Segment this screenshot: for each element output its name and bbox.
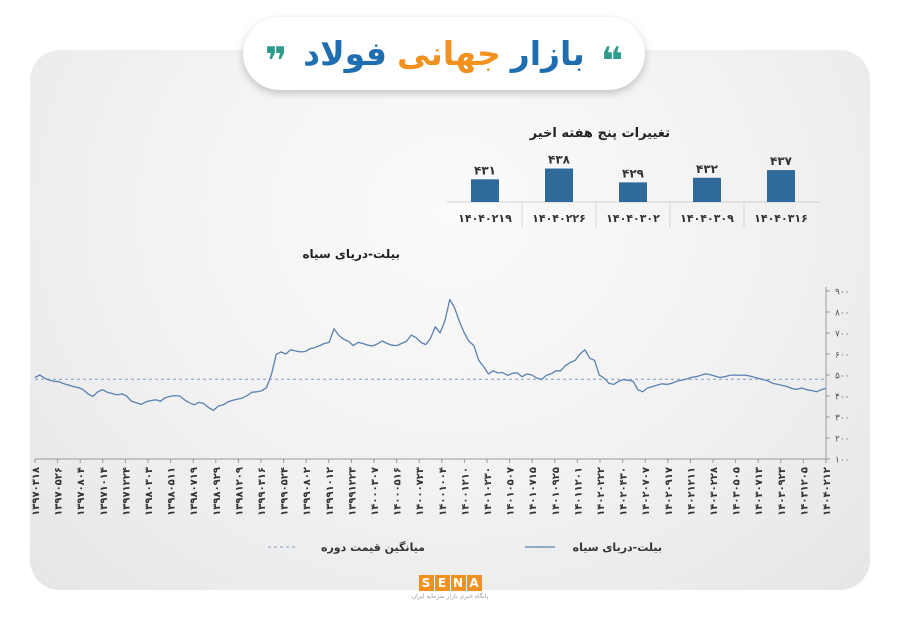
x-tick-label: ۱۴۰۰۱۰۰۴ [438,467,449,516]
bar-value-label: ۴۳۱ [474,163,496,177]
y-tick-label: ۲۰۰ [835,435,850,445]
x-tick-label: ۱۴۰۴۰۲۱۲ [822,467,833,516]
y-tick-label: ۸۰۰ [835,309,850,319]
x-tick-label: ۱۴۰۲۰۲۲۲ [596,467,607,516]
x-tick-label: ۱۳۹۹۰۵۲۴ [280,467,291,516]
x-tick-label: ۱۴۰۲۰۹۱۷ [664,467,675,516]
chart-card [30,50,870,590]
x-tick-label: ۱۴۰۳۰۹۲۳ [777,467,788,516]
y-tick-label: ۳۰۰ [835,414,850,424]
title-word-bazar: بازار [510,34,585,73]
x-tick-label: ۱۳۹۹۱۰۱۲ [325,467,336,516]
x-tick-label: ۱۳۹۷۰۳۱۸ [31,467,42,516]
x-tick-label: ۱۴۰۱۰۲۳۰ [483,467,494,516]
x-tick-label: ۱۳۹۸۰۳۰۳ [144,467,155,516]
logo-letter: E [434,575,450,591]
x-tick-label: ۱۴۰۱۰۹۲۵ [551,467,562,516]
x-tick-label: ۱۳۹۸۰۷۱۹ [189,467,200,516]
x-tick-label: ۱۴۰۲۰۴۳۰ [619,467,630,516]
title-word-jahani: جهانی [396,34,501,73]
x-tick-label: ۱۴۰۲۰۷۰۷ [641,467,652,516]
y-tick-label: ۹۰۰ [835,288,850,298]
sena-logo: S E N A پایگاه خبری بازار سرمایه ایران [411,575,489,611]
bar-4 [693,177,721,202]
close-quote-icon: ❞ [264,38,288,83]
bar-value-label: ۴۳۸ [548,153,571,167]
x-tick-label: ۱۳۹۷۰۵۲۶ [54,467,65,516]
x-tick-label: ۱۴۰۳۰۷۱۳ [754,467,765,516]
legend-series-label: بیلت-دریای سیاه [573,541,662,554]
x-tick-label: ۱۳۹۷۰۸۰۴ [76,467,87,516]
logo-letter: S [418,575,434,591]
bar-category-label: ۱۴۰۴۰۲۲۶ [532,212,586,225]
x-tick-label: ۱۴۰۱۰۵۰۷ [506,467,517,516]
billet-black-sea-series-line [34,298,827,411]
y-tick-label: ۶۰۰ [835,351,850,361]
x-tick-label: ۱۴۰۳۰۲۲۸ [709,467,720,516]
bar-category-label: ۱۴۰۴۰۳۱۶ [754,212,808,225]
bar-chart-title: تغییرات پنج هفته اخیر [529,126,670,141]
x-tick-label: ۱۳۹۸۱۲۰۹ [234,467,245,516]
bar-category-label: ۱۴۰۴۰۳۰۲ [606,212,660,225]
x-tick-label: ۱۴۰۱۱۲۰۱ [573,467,584,516]
bar-3 [619,182,647,202]
y-tick-label: ۵۰۰ [835,372,850,382]
bar-category-label: ۱۴۰۴۰۲۱۹ [458,212,512,225]
bar-value-label: ۴۲۹ [622,166,645,180]
bar-category-label: ۱۴۰۴۰۳۰۹ [680,212,734,225]
x-tick-label: ۱۳۹۹۱۲۲۳ [347,467,358,516]
logo-letter: A [466,575,482,591]
x-tick-label: ۱۴۰۲۱۲۱۱ [686,467,697,516]
open-quote-icon: ❝ [600,38,624,83]
bar-1 [471,179,499,202]
bar-5 [767,170,795,202]
page-title: ❝ بازار جهانی فولاد ❞ [243,17,645,90]
x-tick-label: ۱۳۹۷۱۰۱۴ [99,467,110,516]
x-tick-label: ۱۳۹۹۰۳۱۶ [257,467,268,516]
x-tick-label: ۱۴۰۰۰۵۱۶ [393,467,404,516]
x-tick-label: ۱۴۰۰۰۳۰۷ [370,467,381,516]
line-chart-title: بیلت-دریای سیاه [302,247,400,261]
y-tick-label: ۷۰۰ [835,330,850,340]
x-tick-label: ۱۴۰۰۱۲۱۰ [460,467,471,516]
x-tick-label: ۱۴۰۳۰۵۰۵ [732,467,743,516]
bar-value-label: ۴۳۲ [696,162,719,176]
x-tick-label: ۱۳۹۹۰۸۰۲ [302,467,313,516]
logo-letter: N [450,575,466,591]
x-tick-label: ۱۳۹۸۰۵۱۱ [167,467,178,516]
bar-value-label: ۴۳۷ [770,154,793,168]
x-tick-label: ۱۴۰۳۱۲۰۵ [799,467,810,516]
y-tick-label: ۴۰۰ [835,393,850,403]
logo-subtitle: پایگاه خبری بازار سرمایه ایران [411,593,489,600]
legend-average-label: میانگین قیمت دوره [321,541,425,554]
y-tick-label: ۱۰۰ [835,456,850,466]
x-tick-label: ۱۴۰۰۰۷۲۳ [415,467,426,516]
title-word-foolad: فولاد [303,34,387,73]
x-tick-label: ۱۳۹۷۱۲۲۴ [121,467,132,516]
bar-2 [545,168,573,202]
x-tick-label: ۱۴۰۱۰۷۱۵ [528,467,539,516]
x-tick-label: ۱۳۹۸۰۹۲۹ [212,467,223,516]
